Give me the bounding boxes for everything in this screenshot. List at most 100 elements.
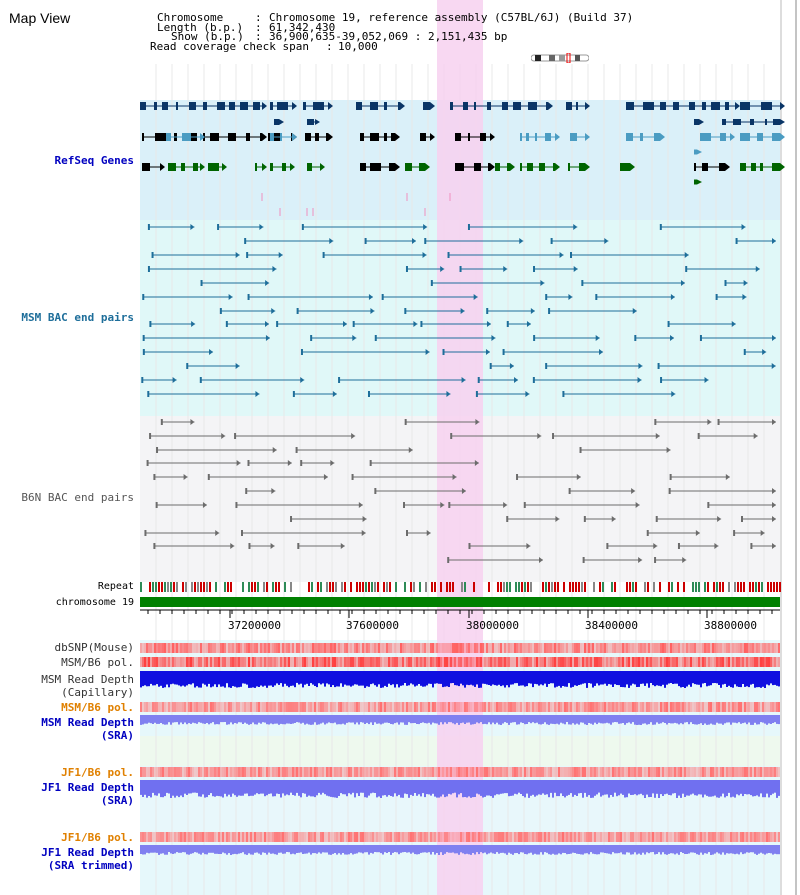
msm-pol2-cell bbox=[156, 702, 158, 712]
msm-pol2-cell bbox=[190, 702, 192, 712]
msm-depth-sra-bar bbox=[214, 715, 216, 725]
jf1-pol-cell bbox=[330, 767, 332, 777]
msm-pol-cell bbox=[410, 657, 412, 667]
jf1-pol-cell bbox=[722, 767, 724, 777]
msm-pol-cell bbox=[142, 657, 144, 667]
msm-pol-cell bbox=[712, 657, 714, 667]
jf1-depth-trim-bar bbox=[256, 845, 258, 853]
jf1-depth-sra-bar bbox=[642, 780, 644, 796]
jf1-pol2-cell bbox=[150, 832, 152, 842]
dbsnp-cell bbox=[220, 643, 222, 653]
msm-pol2-cell bbox=[400, 702, 402, 712]
msm-pol-cell bbox=[482, 657, 484, 667]
jf1-depth-trim-bar bbox=[248, 845, 250, 854]
msm-depth-sra-bar bbox=[624, 715, 626, 725]
msm-depth-cap-bar bbox=[230, 671, 232, 688]
jf1-pol-cell bbox=[192, 767, 194, 777]
msm-depth-sra-bar bbox=[558, 715, 560, 725]
msm-depth-cap-bar bbox=[452, 671, 454, 683]
repeat-mark bbox=[524, 582, 526, 592]
dbsnp-cell bbox=[402, 643, 404, 653]
jf1-pol-cell bbox=[502, 767, 504, 777]
msm-depth-sra-bar bbox=[606, 715, 608, 723]
msm-pol-cell bbox=[188, 657, 190, 667]
msm-depth-cap-bar bbox=[436, 671, 438, 684]
msm-depth-sra-bar bbox=[588, 715, 590, 723]
b6n-bac-arrow bbox=[753, 433, 758, 439]
msm-pol2-cell bbox=[530, 702, 532, 712]
chromosome-ideogram[interactable] bbox=[531, 53, 589, 63]
msm-pol2-cell bbox=[142, 702, 144, 712]
msm-depth-sra-bar bbox=[718, 715, 720, 724]
msm-pol2-cell bbox=[176, 702, 178, 712]
msm-pol2-cell bbox=[290, 702, 292, 712]
jf1-depth-sra-bar bbox=[700, 780, 702, 795]
repeat-mark bbox=[647, 582, 649, 592]
jf1-depth-sra-bar bbox=[766, 780, 768, 794]
msm-depth-sra-bar bbox=[550, 715, 552, 724]
jf1-depth-sra-bar bbox=[194, 780, 196, 793]
msm-pol-cell bbox=[468, 657, 470, 667]
jf1-pol-cell bbox=[612, 767, 614, 777]
msm-pol2-cell bbox=[716, 702, 718, 712]
jf1-pol2-cell bbox=[608, 832, 610, 842]
gene-strand-arrow bbox=[262, 133, 267, 141]
msm-bac-arrow bbox=[172, 377, 177, 383]
jf1-pol2-cell bbox=[596, 832, 598, 842]
msm-pol-cell bbox=[766, 657, 768, 667]
msm-depth-sra-bar bbox=[424, 715, 426, 724]
msm-depth-sra-bar bbox=[228, 715, 230, 725]
gene-strand-arrow bbox=[425, 163, 430, 171]
jf1-depth-sra-bar bbox=[510, 780, 512, 796]
msm-pol2-cell bbox=[738, 702, 740, 712]
msm-depth-cap-bar bbox=[430, 671, 432, 684]
msm-depth-cap-bar bbox=[726, 671, 728, 687]
jf1-pol-cell bbox=[580, 767, 582, 777]
dbsnp-cell bbox=[236, 643, 238, 653]
jf1-depth-trim-bar bbox=[398, 845, 400, 855]
b6n-bac-arrow bbox=[772, 502, 776, 508]
msm-depth-sra-bar bbox=[324, 715, 326, 725]
msm-pol2-cell bbox=[678, 702, 680, 712]
msm-pol2-cell bbox=[182, 702, 184, 712]
msm-pol2-cell bbox=[266, 702, 268, 712]
jf1-pol2-cell bbox=[702, 832, 704, 842]
msm-depth-sra-bar bbox=[478, 715, 480, 724]
jf1-depth-sra-bar bbox=[552, 780, 554, 798]
gene-strand-arrow bbox=[290, 163, 295, 171]
b6n-bac-arrow bbox=[576, 474, 581, 480]
msm-depth-sra-bar bbox=[364, 715, 366, 724]
jf1-depth-sra-bar bbox=[612, 780, 614, 797]
msm-pol-cell bbox=[634, 657, 636, 667]
msm-pol2-cell bbox=[734, 702, 736, 712]
msm-depth-sra-bar bbox=[188, 715, 190, 724]
msm-depth-cap-bar bbox=[496, 671, 498, 686]
msm-depth-cap-bar bbox=[190, 671, 192, 685]
dbsnp-cell bbox=[356, 643, 358, 653]
msm-depth-cap-bar bbox=[768, 671, 770, 686]
jf1-depth-trim-bar bbox=[358, 845, 360, 853]
b6n-bac-arrow bbox=[760, 530, 765, 536]
jf1-pol-cell bbox=[726, 767, 728, 777]
msm-pol2-cell bbox=[618, 702, 620, 712]
jf1-depth-trim-bar bbox=[266, 845, 268, 855]
jf1-depth-trim-bar bbox=[648, 845, 650, 854]
msm-pol2-cell bbox=[482, 702, 484, 712]
jf1-pol2-cell bbox=[270, 832, 272, 842]
msm-pol-cell bbox=[606, 657, 608, 667]
jf1-depth-trim-bar bbox=[592, 845, 594, 854]
msm-depth-cap-bar bbox=[508, 671, 510, 688]
jf1-depth-sra-bar bbox=[520, 780, 522, 794]
jf1-pol-cell bbox=[440, 767, 442, 777]
msm-pol-cell bbox=[616, 657, 618, 667]
gene-strand-arrow bbox=[730, 133, 735, 141]
jf1-pol2-cell bbox=[480, 832, 482, 842]
jf1-depth-trim-bar bbox=[710, 845, 712, 855]
msm-pol2-cell bbox=[428, 702, 430, 712]
jf1-depth-sra-bar bbox=[164, 780, 166, 797]
msm-depth-cap-bar bbox=[532, 671, 534, 688]
msm-depth-cap-bar bbox=[312, 671, 314, 685]
gene-exon bbox=[260, 133, 262, 141]
jf1-pol2-cell bbox=[282, 832, 284, 842]
msm-pol2-cell bbox=[214, 702, 216, 712]
